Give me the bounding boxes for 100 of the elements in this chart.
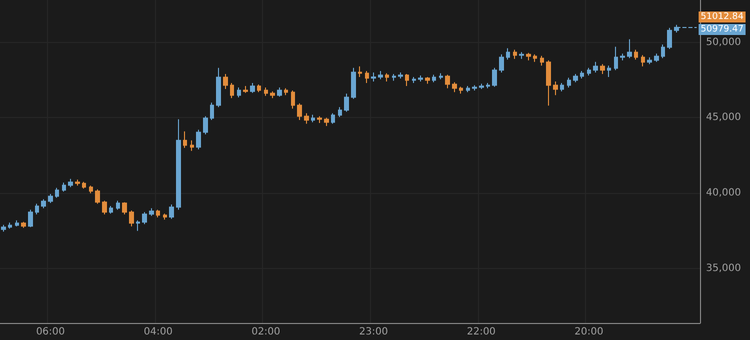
candlestick xyxy=(526,52,531,61)
candlestick xyxy=(358,66,362,78)
candlestick xyxy=(317,116,322,124)
candlestick xyxy=(35,203,39,215)
candlestick xyxy=(1,224,6,232)
candlestick xyxy=(654,53,659,62)
candlestick xyxy=(593,61,598,73)
candlestick xyxy=(560,82,564,92)
candlestick xyxy=(627,38,632,59)
candlestick xyxy=(580,70,584,79)
candlestick xyxy=(122,202,127,215)
candlestick xyxy=(8,222,12,230)
x-tick-label: 23:00 xyxy=(359,326,388,338)
x-tick-label: 04:00 xyxy=(144,326,173,338)
candlestick xyxy=(304,112,309,124)
x-tick-label: 02:00 xyxy=(251,326,280,338)
candlestick xyxy=(48,193,53,204)
candlestick xyxy=(661,44,665,59)
candlestick xyxy=(351,67,356,100)
candlestick xyxy=(573,73,578,83)
candlestick xyxy=(324,117,329,127)
candlestick xyxy=(21,221,26,228)
candlestick xyxy=(499,54,504,73)
candlestick xyxy=(216,67,221,108)
candlestick xyxy=(230,82,234,99)
candlestick xyxy=(89,185,93,194)
candlestick xyxy=(237,87,241,98)
candlestick xyxy=(311,114,315,123)
candlestick xyxy=(210,102,214,120)
ref-line-label: 50979.47 xyxy=(700,24,744,34)
candlestick xyxy=(223,73,228,90)
candlestick xyxy=(371,72,376,82)
candlestick xyxy=(102,200,107,215)
candlestick xyxy=(378,70,383,80)
candlestick xyxy=(338,106,342,118)
candlestick xyxy=(169,204,174,220)
candlestick xyxy=(546,60,551,106)
candlestick xyxy=(28,209,33,228)
candlestick xyxy=(264,87,268,96)
candlestick xyxy=(472,84,477,92)
candlestick xyxy=(62,182,66,192)
candlestick xyxy=(540,55,544,66)
candlestick xyxy=(163,213,167,220)
candlestick xyxy=(149,208,154,216)
candlestick xyxy=(176,118,181,210)
candlestick xyxy=(55,187,59,198)
candlestick xyxy=(95,188,100,204)
y-tick-label: 50,000 xyxy=(706,36,741,48)
candlestick xyxy=(183,130,187,148)
candlestick xyxy=(398,72,403,79)
x-tick-label: 06:00 xyxy=(36,326,65,338)
candlestick xyxy=(15,220,19,227)
candlestick xyxy=(452,82,457,93)
candlestick xyxy=(432,74,436,83)
candlestick xyxy=(297,102,302,120)
candlestick xyxy=(116,200,120,210)
candlestick xyxy=(277,87,282,98)
candlestick xyxy=(82,181,86,190)
candlestick xyxy=(634,49,638,60)
candlestick xyxy=(291,90,295,110)
candlestick xyxy=(486,82,490,89)
y-tick-label: 35,000 xyxy=(706,263,741,274)
candlestick xyxy=(418,74,423,82)
candlestick xyxy=(533,54,537,62)
candlestick xyxy=(553,81,558,96)
candlestick xyxy=(620,53,625,61)
candlestick xyxy=(284,88,288,96)
candlestick xyxy=(513,49,517,60)
candlestick xyxy=(203,116,208,135)
candlestick xyxy=(331,112,335,124)
candlestick xyxy=(109,206,113,214)
candlestick xyxy=(647,56,652,65)
candlestick xyxy=(392,73,396,82)
candlestick xyxy=(506,48,510,60)
candlestick xyxy=(567,77,571,88)
candlestick xyxy=(459,86,463,94)
candlestick xyxy=(156,209,160,218)
candlestick xyxy=(142,212,147,225)
y-tick-label: 45,000 xyxy=(706,112,741,124)
candlestick xyxy=(425,76,430,84)
candlestick xyxy=(68,178,73,188)
candlestick xyxy=(445,74,450,89)
candlestick xyxy=(75,179,80,186)
y-tick-label: 40,000 xyxy=(706,188,741,199)
candlestick xyxy=(196,129,201,150)
candlestick xyxy=(614,46,618,71)
candlestick xyxy=(587,67,591,76)
candlestick xyxy=(519,52,524,60)
candlestick xyxy=(129,210,134,227)
candlestick xyxy=(365,70,369,84)
candlestick xyxy=(479,83,484,90)
candlestick xyxy=(439,72,443,80)
x-tick-label: 22:00 xyxy=(466,326,496,338)
candlestick xyxy=(257,84,261,93)
candlestick xyxy=(600,64,605,74)
candlestick xyxy=(270,90,275,99)
candlestick xyxy=(667,27,672,50)
candlestick xyxy=(492,67,497,88)
candlestick xyxy=(385,72,389,82)
candlestick xyxy=(136,220,140,232)
